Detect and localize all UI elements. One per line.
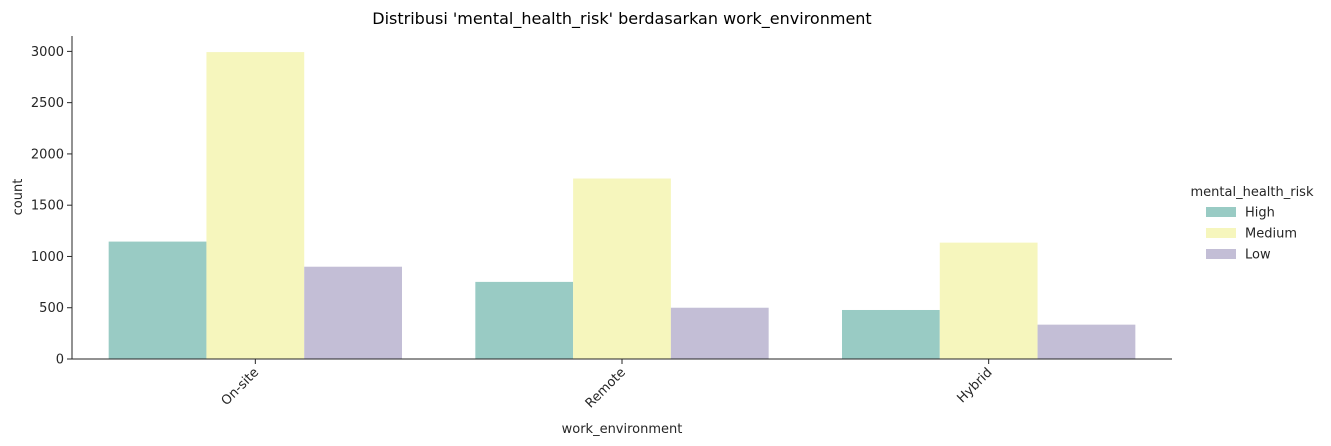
x-tick-label-hybrid: Hybrid xyxy=(955,365,996,406)
bar-low-hybrid xyxy=(1037,324,1136,359)
bar-medium-hybrid xyxy=(939,242,1038,359)
bar-high-on-site xyxy=(108,241,207,359)
bar-low-remote xyxy=(670,307,769,359)
x-tick-label-on-site: On-site xyxy=(219,365,263,409)
y-tick-label: 3000 xyxy=(31,45,64,60)
bar-low-on-site xyxy=(304,266,402,359)
bar-medium-on-site xyxy=(206,52,305,359)
legend-swatch-medium xyxy=(1206,228,1236,238)
x-axis: On-site Remote Hybrid xyxy=(72,358,1172,411)
y-tick-label: 1500 xyxy=(31,199,64,214)
legend-label-medium: Medium xyxy=(1245,227,1297,242)
bar-medium-remote xyxy=(573,178,671,359)
x-axis-label: work_environment xyxy=(562,422,683,437)
legend-swatch-low xyxy=(1206,249,1236,259)
legend-title: mental_health_risk xyxy=(1191,185,1314,200)
y-axis-label: count xyxy=(11,179,26,216)
x-tick-label-remote: Remote xyxy=(583,365,629,411)
y-tick-label: 2000 xyxy=(31,147,64,162)
legend-label-low: Low xyxy=(1245,248,1271,263)
bar-high-hybrid xyxy=(842,309,940,359)
y-tick-label: 0 xyxy=(56,353,64,368)
chart-title: Distribusi 'mental_health_risk' berdasar… xyxy=(372,9,871,29)
y-tick-label: 500 xyxy=(39,301,64,316)
bars-group xyxy=(108,52,1136,359)
bar-high-remote xyxy=(475,281,574,359)
legend-swatch-high xyxy=(1206,207,1236,217)
y-tick-label: 1000 xyxy=(31,250,64,265)
legend-label-high: High xyxy=(1245,206,1275,221)
y-tick-label: 2500 xyxy=(31,96,64,111)
legend: mental_health_risk High Medium Low xyxy=(1191,185,1314,263)
y-axis: 0 500 1000 1500 2000 2500 3000 xyxy=(31,36,73,368)
